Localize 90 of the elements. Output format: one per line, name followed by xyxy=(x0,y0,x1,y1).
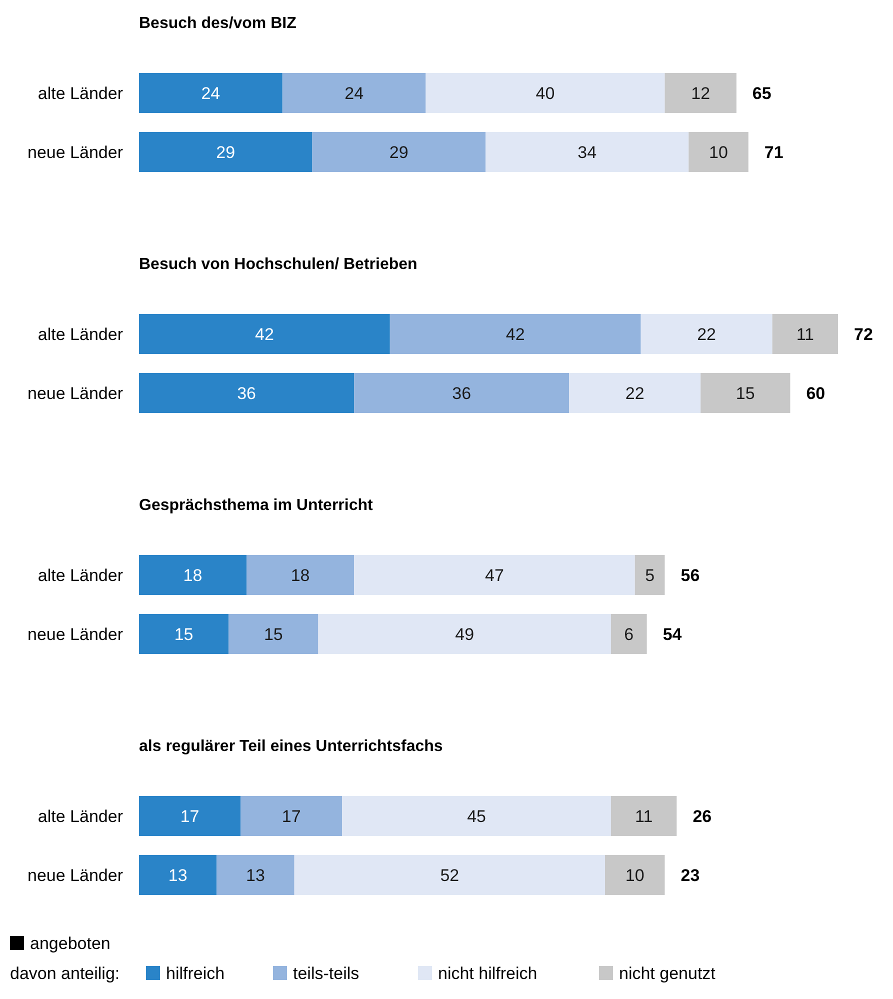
y-tick-label: alte Länder xyxy=(38,807,124,826)
bar xyxy=(312,132,486,172)
y-tick-label: neue Länder xyxy=(28,866,124,885)
data-label: 12 xyxy=(691,84,710,103)
data-label: 17 xyxy=(180,807,200,826)
data-label: 5 xyxy=(645,566,655,585)
annotation: 72 xyxy=(854,325,873,344)
chart-title: Besuch des/vom BIZ xyxy=(139,15,297,32)
annotation: 56 xyxy=(680,566,700,585)
bar xyxy=(294,855,605,895)
data-label: 45 xyxy=(467,807,486,826)
y-tick-label: neue Länder xyxy=(28,625,124,644)
bar xyxy=(610,796,677,836)
data-label: 47 xyxy=(485,566,504,585)
annotation: 23 xyxy=(680,866,700,885)
data-label: 13 xyxy=(246,866,265,885)
data-label: 18 xyxy=(290,566,310,585)
data-label: 36 xyxy=(237,384,256,403)
bar xyxy=(688,132,748,172)
bar xyxy=(634,555,665,595)
data-label: 24 xyxy=(201,84,220,103)
bar xyxy=(700,373,790,413)
bar xyxy=(605,855,665,895)
legend-title: davon anteilig: xyxy=(10,964,120,983)
data-label: 22 xyxy=(697,325,716,344)
data-label: 10 xyxy=(625,866,644,885)
data-label: 15 xyxy=(174,625,194,644)
bar xyxy=(139,314,390,354)
bar xyxy=(228,614,318,654)
bar xyxy=(318,614,611,654)
bar xyxy=(139,132,312,172)
chart-title: Gesprächsthema im Unterricht xyxy=(139,497,374,514)
y-tick-label: alte Länder xyxy=(38,84,124,103)
legend-label: nicht genutzt xyxy=(619,964,716,983)
data-label: 52 xyxy=(440,866,460,885)
bar xyxy=(354,555,635,595)
data-label: 11 xyxy=(796,325,814,344)
bar xyxy=(139,796,241,836)
data-label: 6 xyxy=(624,625,634,644)
bar xyxy=(772,314,838,354)
y-tick-label: neue Länder xyxy=(28,384,124,403)
bar xyxy=(426,73,665,113)
data-label: 42 xyxy=(255,325,274,344)
bar xyxy=(216,855,294,895)
data-label: 29 xyxy=(216,143,236,162)
annotation: 54 xyxy=(662,625,682,644)
annotation: 71 xyxy=(764,143,784,162)
bar xyxy=(664,73,736,113)
y-tick-label: alte Länder xyxy=(38,325,124,344)
bar xyxy=(569,373,701,413)
annotation: 65 xyxy=(752,84,772,103)
legend-label: hilfreich xyxy=(166,964,225,983)
text: angeboten xyxy=(30,934,110,953)
y-tick-label: alte Länder xyxy=(38,566,124,585)
data-label: 49 xyxy=(455,625,474,644)
legend-label: nicht hilfreich xyxy=(438,964,538,983)
bar xyxy=(139,373,354,413)
data-label: 18 xyxy=(183,566,202,585)
bar xyxy=(139,555,247,595)
data-label: 17 xyxy=(282,807,301,826)
data-label: 15 xyxy=(736,384,755,403)
bar xyxy=(240,796,342,836)
data-label: 15 xyxy=(264,625,283,644)
data-label: 24 xyxy=(344,84,364,103)
data-label: 40 xyxy=(536,84,555,103)
bar xyxy=(486,132,689,172)
bar xyxy=(139,73,282,113)
chart-title: als regulärer Teil eines Unterrichtsfachs xyxy=(139,738,443,755)
data-label: 10 xyxy=(709,143,728,162)
bar xyxy=(342,796,611,836)
data-label: 11 xyxy=(635,807,653,826)
bar xyxy=(139,614,229,654)
bar xyxy=(282,73,426,113)
bar xyxy=(640,314,772,354)
data-label: 29 xyxy=(389,143,408,162)
data-label: 34 xyxy=(578,143,597,162)
annotation: 26 xyxy=(692,807,712,826)
y-tick-label: neue Länder xyxy=(28,143,124,162)
data-label: 36 xyxy=(452,384,472,403)
data-label: 42 xyxy=(506,325,525,344)
data-label: 22 xyxy=(625,384,644,403)
chart-title: Besuch von Hochschulen/ Betrieben xyxy=(139,256,418,273)
bar xyxy=(354,373,570,413)
bar xyxy=(610,614,647,654)
annotation: 60 xyxy=(806,384,826,403)
data-label: 13 xyxy=(168,866,188,885)
bar xyxy=(139,855,217,895)
bar xyxy=(246,555,354,595)
legend-label: teils-teils xyxy=(293,964,360,983)
bar xyxy=(390,314,641,354)
